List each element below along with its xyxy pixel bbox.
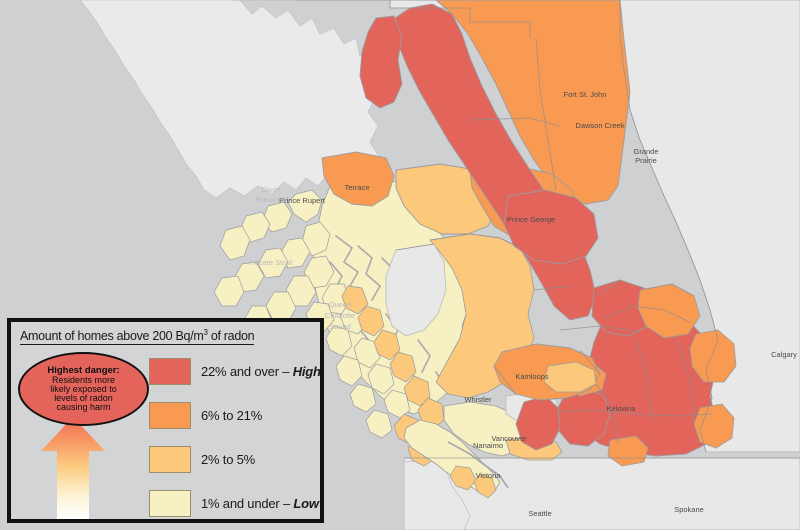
- highest-danger-callout: Highest danger: Residents more likely ex…: [18, 352, 149, 426]
- legend-title-suffix: of radon: [207, 329, 255, 344]
- prince-george-high-zone: [503, 189, 599, 265]
- city-label-nanaimo: Nanaimo: [473, 441, 503, 450]
- callout-line-4: causing harm: [56, 402, 111, 413]
- water-label-queen-charlotte-line3: Sound: [329, 322, 351, 331]
- gulf-islands-water: [447, 441, 509, 489]
- legend-title: Amount of homes above 200 Bq/m3 of radon: [20, 328, 255, 346]
- legend-swatch-low: [149, 490, 191, 517]
- city-label-spokane: Spokane: [674, 505, 704, 514]
- water-label-layer: Dixon Entrance Hecate Strait Queen Charl…: [249, 185, 355, 331]
- water-label-dixon-entrance-line1: Dixon: [261, 185, 280, 194]
- city-label-vancouver: Vancouver: [491, 434, 527, 443]
- city-label-fort-st-john: Fort St. John: [564, 90, 607, 99]
- risk-gradient-arrow: [41, 417, 105, 519]
- city-label-seattle: Seattle: [528, 509, 551, 518]
- coastal-islands-midlow: [341, 285, 445, 467]
- legend-label-mid-high-text: 6% to 21%: [201, 408, 263, 423]
- water-label-dixon-entrance-line2: Entrance: [256, 195, 286, 204]
- city-label-calgary: Calgary: [771, 350, 797, 359]
- city-label-victoria: Victoria: [476, 471, 502, 480]
- city-label-layer: Fort St. John Dawson Creek Grande Prairi…: [279, 90, 797, 518]
- legend-label-mid-low: 2% to 5%: [201, 452, 255, 467]
- district-borders: [389, 0, 800, 459]
- legend-title-superscript: 3: [203, 328, 208, 337]
- legend-swatch-mid-low: [149, 446, 191, 473]
- city-label-whistler: Whistler: [464, 395, 492, 404]
- interior-no-data-pocket: [385, 243, 447, 337]
- legend-swatch-high: [149, 358, 191, 385]
- callout-heading: Highest danger:: [47, 364, 120, 376]
- vancouver-island-midlow-patches: [449, 465, 497, 499]
- legend-title-prefix: Amount of homes above 200 Bq/m: [20, 329, 204, 344]
- skeena-midhigh-zone: [321, 151, 395, 207]
- legend-label-mid-low-text: 2% to 5%: [201, 452, 256, 467]
- legend-label-high-text: 22% and over –: [201, 364, 293, 379]
- highest-danger-callout-text: Highest danger: Residents more likely ex…: [43, 366, 123, 412]
- legend-swatch-mid-high: [149, 402, 191, 429]
- city-label-grande-prairie-line2: Prairie: [635, 156, 657, 165]
- legend-label-low-text: 1% and under –: [201, 496, 294, 511]
- city-label-kamloops: Kamloops: [515, 372, 549, 381]
- similkameen-high-zone: [515, 395, 561, 451]
- map-legend: Amount of homes above 200 Bq/m3 of radon…: [7, 318, 324, 523]
- water-label-hecate-strait: Hecate Strait: [249, 258, 293, 267]
- legend-label-mid-high: 6% to 21%: [201, 408, 262, 423]
- city-label-terrace: Terrace: [344, 183, 369, 192]
- legend-label-high-emphasis: High: [292, 364, 321, 379]
- callout-line-1: Residents more: [51, 374, 116, 385]
- water-label-queen-charlotte-line2: Charlotte: [325, 311, 355, 320]
- legend-label-low: 1% and under – Low: [201, 496, 319, 511]
- legend-label-high: 22% and over – High: [201, 364, 321, 379]
- shuswap-midlow-zone: [543, 361, 597, 393]
- callout-line-2: likely exposed to: [50, 383, 117, 394]
- northwest-high-spur: [359, 15, 403, 109]
- city-label-grande-prairie-line1: Grande: [633, 147, 658, 156]
- city-label-prince-rupert: Prince Rupert: [279, 196, 326, 205]
- legend-label-low-emphasis: Low: [293, 496, 319, 511]
- water-label-queen-charlotte-line1: Queen: [329, 300, 352, 309]
- callout-line-3: levels of radon: [54, 392, 113, 403]
- city-label-kelowna: Kelowna: [607, 404, 637, 413]
- city-label-prince-george: Prince George: [507, 215, 555, 224]
- city-label-dawson-creek: Dawson Creek: [575, 121, 624, 130]
